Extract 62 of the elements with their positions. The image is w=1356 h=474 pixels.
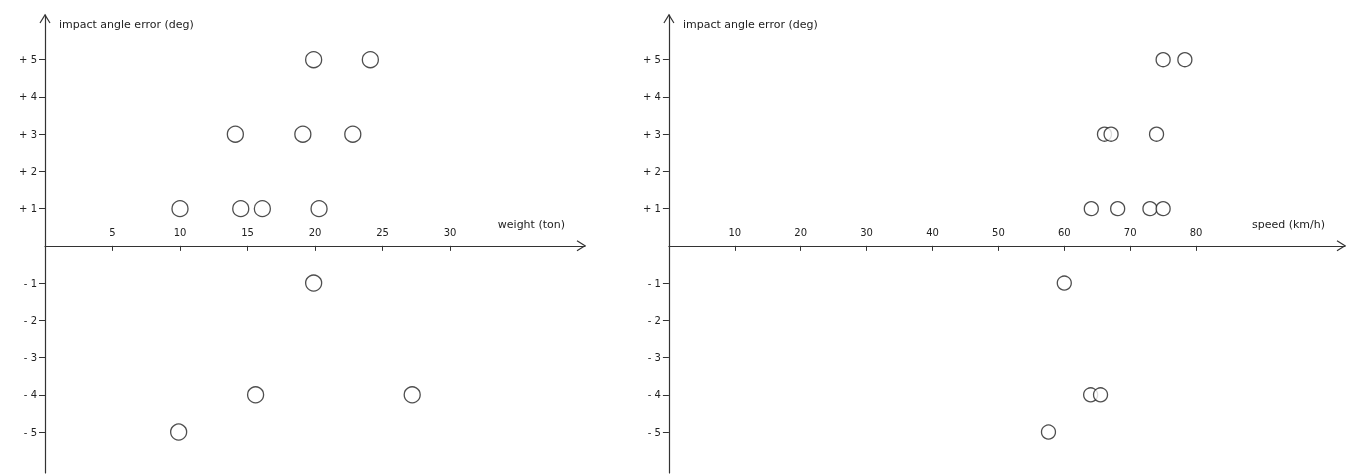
x-tick-label: 80 <box>1189 227 1203 239</box>
y-tick-label: + 2 <box>643 165 661 177</box>
y-tick-label: - 5 <box>23 426 37 438</box>
point <box>1103 126 1119 142</box>
y-tick-label: + 5 <box>19 54 37 66</box>
point <box>170 423 188 441</box>
point <box>1177 52 1193 68</box>
y-tick-label: - 4 <box>647 389 661 401</box>
y-tick-label: - 2 <box>647 314 661 326</box>
y-tick-label: - 4 <box>23 389 37 401</box>
point <box>232 199 250 218</box>
x-tick-label: 25 <box>376 227 389 239</box>
point <box>305 274 323 292</box>
x-tick-label: 20 <box>794 227 808 239</box>
point <box>1056 275 1072 291</box>
y-tick-label: - 1 <box>23 277 37 289</box>
point <box>253 199 271 218</box>
x-axis-title: speed (km/h) <box>1251 217 1325 231</box>
x-tick-label: 60 <box>1057 227 1071 239</box>
x-tick-label: 50 <box>992 227 1005 239</box>
y-axis-title: impact angle error (deg) <box>59 18 194 31</box>
point <box>246 386 265 404</box>
point <box>171 199 189 218</box>
point <box>344 125 362 143</box>
x-tick-label: 30 <box>443 227 457 239</box>
point <box>1148 126 1165 142</box>
point <box>1040 424 1057 440</box>
y-tick-label: - 2 <box>23 314 37 326</box>
point <box>294 125 312 143</box>
point <box>361 51 379 69</box>
x-tick-label: 5 <box>109 227 116 239</box>
point <box>226 125 244 143</box>
point <box>1155 52 1171 68</box>
y-tick-label: + 5 <box>643 54 661 66</box>
y-tick-label: + 4 <box>19 91 37 103</box>
point <box>1110 200 1126 217</box>
y-axis-title: impact angle error (deg) <box>682 18 818 31</box>
point <box>1155 200 1171 217</box>
x-tick-label: 70 <box>1123 227 1137 239</box>
point <box>1092 387 1109 403</box>
y-tick-label: + 3 <box>643 128 661 140</box>
y-tick-label: - 3 <box>23 352 37 364</box>
y-tick-label: + 3 <box>19 128 37 140</box>
y-tick-label: + 4 <box>643 91 661 103</box>
y-tick-label: - 5 <box>647 426 661 438</box>
y-tick-label: + 2 <box>19 165 37 177</box>
x-tick-label: 40 <box>926 227 939 239</box>
x-tick-label: 20 <box>308 227 322 239</box>
y-tick-label: + 1 <box>643 203 661 215</box>
y-tick-label: + 1 <box>19 203 37 215</box>
point <box>1083 200 1099 217</box>
x-tick-label: 30 <box>860 227 873 239</box>
x-tick-label: 15 <box>241 227 254 239</box>
x-tick-label: 10 <box>728 227 742 239</box>
y-tick-label: - 3 <box>647 352 661 364</box>
x-axis-title: weight (ton) <box>497 217 565 231</box>
x-tick-label: 10 <box>173 227 187 239</box>
point <box>403 386 421 404</box>
y-tick-label: - 1 <box>647 277 661 289</box>
point <box>305 51 323 69</box>
point <box>1142 200 1158 217</box>
point <box>310 199 328 218</box>
